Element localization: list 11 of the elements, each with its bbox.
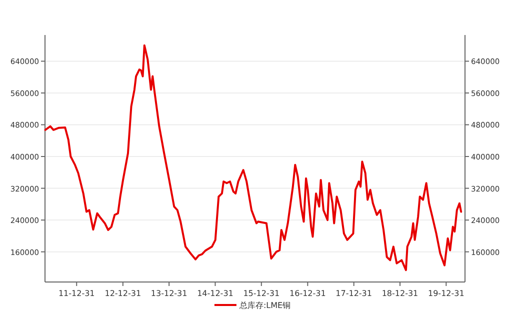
line-series bbox=[44, 44, 462, 272]
x-tick-label: 14-12-31 bbox=[197, 289, 234, 298]
x-tick-label: 13-12-31 bbox=[150, 289, 188, 298]
x-tick-label: 11-12-31 bbox=[58, 289, 95, 298]
x-tick-label: 16-12-31 bbox=[290, 289, 326, 298]
x-tick-label: 18-12-31 bbox=[382, 289, 418, 298]
x-tick-label: 12-12-31 bbox=[104, 289, 142, 298]
x-tick-label: 19-12-31 bbox=[428, 289, 464, 298]
x-tick-label: 17-12-31 bbox=[336, 289, 372, 298]
x-tick-label: 15-12-31 bbox=[243, 289, 280, 298]
legend-label: 总库存:LME铜 bbox=[238, 301, 291, 310]
